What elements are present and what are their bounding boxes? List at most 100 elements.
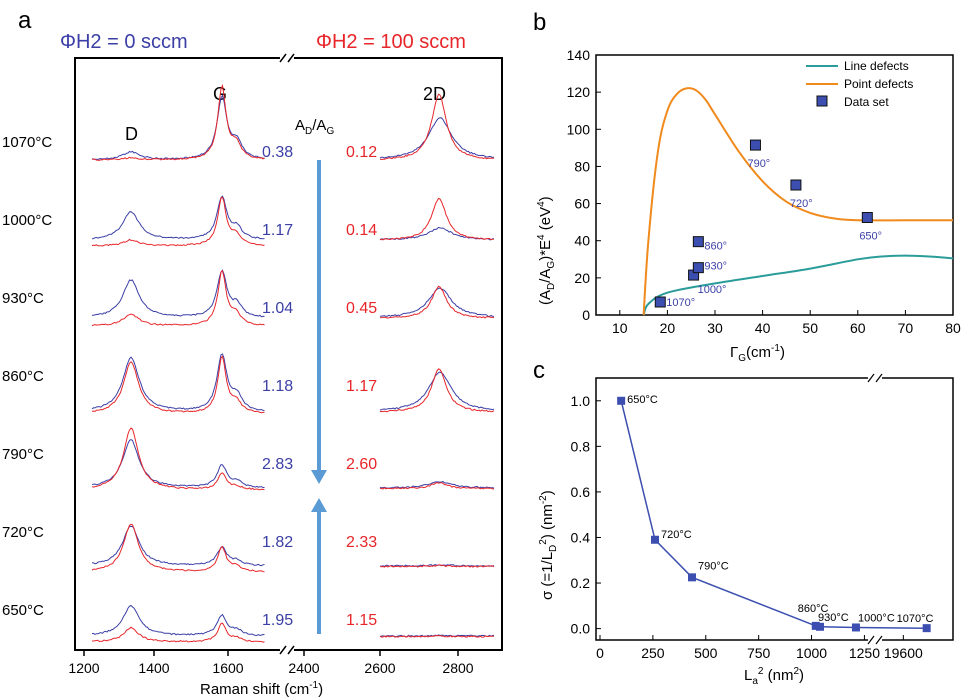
sigma-line [620, 400, 927, 629]
spectrum-0sccm-2d [379, 481, 495, 489]
panel-c-ticks: 0 250 500 750 1000 1250 19600 0.0 0.2 0.4 0.6 0.8 1.… [571, 393, 923, 661]
spectrum-0sccm-d-g [91, 439, 265, 488]
ratio-100sccm: 0.12 [346, 144, 377, 161]
spectrum-0sccm-2d [379, 371, 495, 411]
b-y-tick-label: 80 [574, 158, 590, 174]
panel-b-ticks: 10 20 30 40 50 60 70 80 0 20 40 60 80 100 120 140 [567, 47, 961, 336]
b-y-tick-label: 40 [574, 233, 590, 249]
panel-b-label: b [533, 9, 546, 36]
legend-point-defects: Point defects [844, 77, 913, 91]
data-point [861, 212, 873, 223]
ratio-0sccm: 1.95 [262, 612, 293, 629]
data-point [692, 236, 704, 248]
c-y-tick-label: 0.2 [571, 575, 591, 591]
panel-a-label: a [18, 7, 32, 34]
spectrum-0sccm-d-g [91, 353, 265, 411]
sigma-point [617, 396, 626, 405]
c-x-tick-label: 1250 [849, 645, 880, 661]
legend-data-set: Data set [844, 95, 889, 109]
c-x-tick-label: 1000 [796, 645, 827, 661]
spectrum-100sccm-d-g [91, 523, 265, 573]
c-y-tick-label: 0.8 [571, 438, 591, 454]
panel-b-frame [595, 54, 954, 316]
data-point-label: 860° [704, 241, 727, 253]
spectrum-100sccm-d-g [91, 355, 265, 414]
panel-a-axis-break [279, 52, 295, 656]
panel-b-ylabel: (AD/AG)*E4 (eV4) [536, 196, 557, 305]
b-y-tick-label: 100 [567, 121, 591, 137]
ratio-0sccm: 0.38 [262, 144, 293, 161]
spectrum-100sccm-2d [379, 368, 495, 413]
spectrum-100sccm-2d [379, 285, 495, 319]
sigma-point [851, 623, 860, 632]
ratio-column-100sccm: 0.12 0.14 0.45 1.17 2.60 2.33 1.15 [346, 144, 377, 629]
line-defects-curve [642, 254, 954, 316]
point-defects-curve [642, 87, 953, 316]
ratio-0sccm: 1.82 [262, 534, 293, 551]
b-y-tick-label: 60 [574, 196, 590, 212]
panel-b-curves [642, 87, 954, 316]
ratio-0sccm: 1.17 [262, 222, 293, 239]
x-tick-label: 1200 [68, 660, 99, 676]
spectrum-100sccm-d-g [91, 196, 265, 247]
data-point-label: 1070° [666, 297, 695, 309]
ratio-100sccm: 2.33 [346, 534, 377, 551]
spectrum-100sccm-d-g [92, 622, 265, 643]
ratio-0sccm: 1.04 [262, 300, 293, 317]
x-tick-label: 2600 [364, 660, 395, 676]
sigma-point-label: 650°C [627, 394, 658, 406]
data-point [749, 139, 761, 151]
ratio-100sccm: 1.15 [346, 612, 377, 629]
spectrum-0sccm-d-g [91, 195, 265, 240]
data-point [692, 262, 704, 274]
c-y-tick-label: 0.0 [571, 621, 591, 637]
panel-c-label: c [533, 357, 545, 384]
panel-c-axis-break [867, 372, 883, 646]
spectrum-100sccm-2d [379, 93, 495, 161]
sigma-point-label: 860°C [798, 603, 829, 615]
c-y-tick-label: 0.4 [571, 529, 591, 545]
trend-arrows [311, 160, 327, 634]
c-x-tick-label: 0 [596, 645, 604, 661]
c-x-tick-label: 750 [747, 645, 771, 661]
sigma-point [651, 535, 659, 544]
panel-c-xlabel: La2 (nm2) [744, 666, 804, 687]
x-tick-label: 1600 [212, 660, 243, 676]
data-point-label: 1000° [698, 284, 727, 296]
data-point-label: 790° [747, 158, 770, 170]
ratio-0sccm: 2.83 [262, 456, 293, 473]
b-y-tick-label: 0 [582, 307, 590, 323]
temperature-label: 1070°C [2, 134, 52, 151]
temperature-labels: 1070°C 1000°C 930°C 860°C 790°C 720°C 650°C [2, 134, 52, 619]
ratio-100sccm: 1.17 [346, 378, 377, 395]
spectrum-0sccm-d-g [91, 94, 265, 161]
temperature-label: 930°C [2, 290, 44, 307]
sigma-point-label: 930°C [818, 612, 849, 624]
spectrum-100sccm-2d [379, 197, 495, 241]
b-y-tick-label: 140 [567, 47, 591, 63]
temperature-label: 790°C [2, 446, 44, 463]
b-y-tick-label: 20 [574, 270, 590, 286]
x-tick-label: 1400 [138, 660, 169, 676]
temperature-label: 650°C [2, 602, 44, 619]
data-point-label: 930° [704, 261, 727, 273]
legend-data-set-swatch [816, 95, 828, 107]
spectrum-0sccm-d-g [91, 525, 265, 567]
header-right: ΦH2 = 100 sccm [316, 31, 466, 53]
data-point-label: 650° [859, 231, 882, 243]
ratio-100sccm: 0.14 [346, 222, 377, 239]
sigma-point [816, 622, 824, 631]
b-x-tick-label: 60 [850, 320, 866, 336]
data-point-label: 720° [790, 198, 813, 210]
b-x-tick-label: 70 [898, 320, 914, 336]
panel-c-frame [595, 377, 954, 641]
peak-label-d: D [125, 124, 138, 144]
sigma-point-label: 1070°C [897, 613, 934, 625]
temperature-label: 1000°C [2, 212, 52, 229]
data-point [654, 296, 666, 308]
ratio-label: AD/AG [295, 117, 334, 137]
spectrum-100sccm-d-g [91, 83, 265, 161]
ratio-100sccm: 0.45 [346, 300, 377, 317]
c-x-tick-label: 500 [694, 645, 718, 661]
